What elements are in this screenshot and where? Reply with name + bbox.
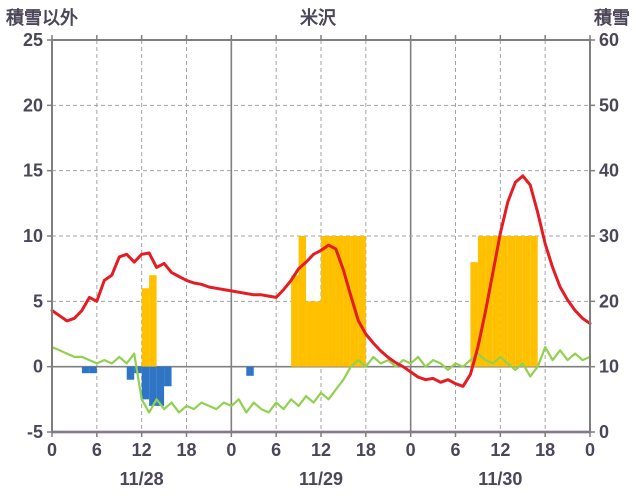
svg-text:11/28: 11/28 (120, 469, 164, 489)
svg-text:50: 50 (599, 95, 619, 115)
svg-text:6: 6 (92, 440, 102, 460)
svg-text:0: 0 (585, 440, 595, 460)
svg-text:0: 0 (226, 440, 236, 460)
svg-text:20: 20 (599, 291, 619, 311)
chart-title: 米沢 (300, 7, 337, 28)
svg-text:0: 0 (33, 357, 43, 377)
svg-text:0: 0 (47, 440, 57, 460)
svg-text:15: 15 (23, 161, 43, 181)
svg-text:11/30: 11/30 (478, 469, 522, 489)
svg-text:-5: -5 (27, 422, 43, 442)
axis-ticks-layer (47, 35, 595, 437)
svg-text:25: 25 (23, 30, 43, 50)
svg-text:12: 12 (490, 440, 510, 460)
svg-text:0: 0 (406, 440, 416, 460)
svg-text:40: 40 (599, 161, 619, 181)
svg-text:18: 18 (176, 440, 196, 460)
svg-text:18: 18 (535, 440, 555, 460)
right-axis-title: 積雪 (593, 7, 630, 28)
svg-text:12: 12 (311, 440, 331, 460)
svg-text:5: 5 (33, 291, 43, 311)
svg-text:6: 6 (450, 440, 460, 460)
svg-text:30: 30 (599, 226, 619, 246)
svg-text:0: 0 (599, 422, 609, 442)
svg-text:10: 10 (23, 226, 43, 246)
left-axis-title: 積雪以外 (5, 7, 78, 28)
svg-text:60: 60 (599, 30, 619, 50)
svg-text:12: 12 (132, 440, 152, 460)
svg-text:20: 20 (23, 95, 43, 115)
svg-text:11/29: 11/29 (299, 469, 343, 489)
svg-text:18: 18 (356, 440, 376, 460)
svg-text:6: 6 (271, 440, 281, 460)
bars-layer (81, 236, 538, 406)
svg-text:10: 10 (599, 357, 619, 377)
